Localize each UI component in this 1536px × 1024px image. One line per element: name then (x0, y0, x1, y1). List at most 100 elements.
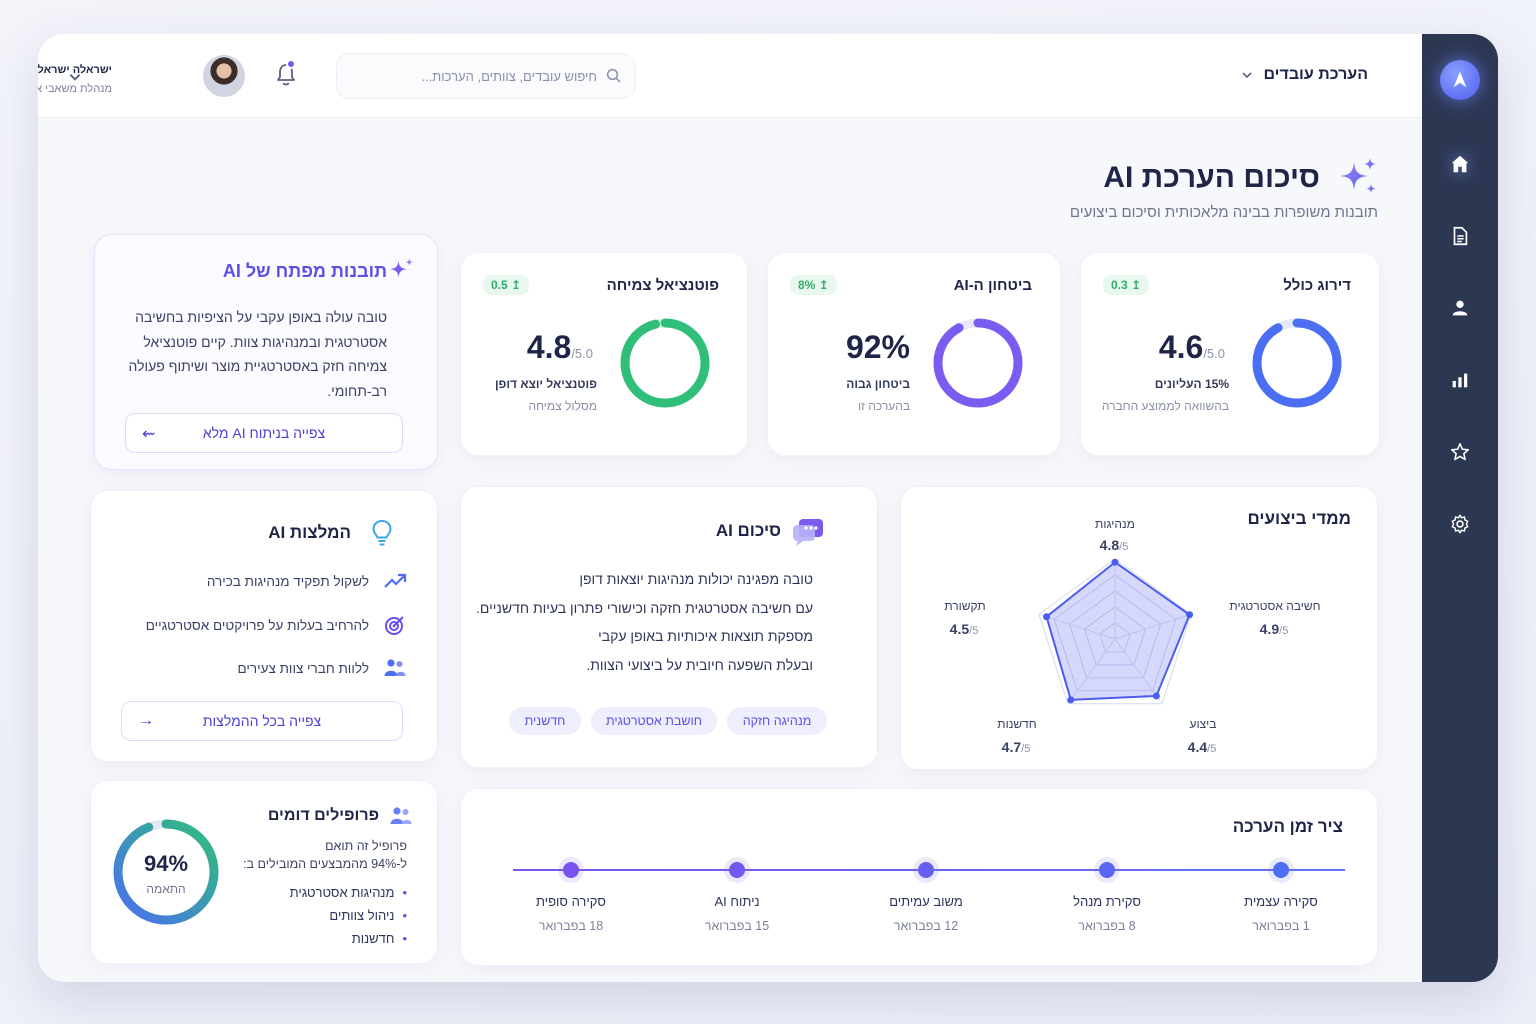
timeline-dot[interactable] (1273, 862, 1289, 878)
timeline-step-name: משוב עמיתים (889, 894, 963, 909)
radar-grid (1083, 606, 1147, 666)
timeline-step-date: 8 בפברואר (1078, 919, 1136, 933)
sidebar-item-home[interactable] (1438, 142, 1482, 186)
timeline-step-name: סקירת מנהל (1073, 894, 1141, 909)
summary-line: טובה מפגינה יכולות מנהיגות יוצאות דופן (579, 571, 813, 587)
tag-innovative[interactable]: חדשנית (509, 707, 581, 735)
timeline-title: ציר זמן הערכה (1232, 817, 1343, 836)
timeline-step-name: סקירה עצמית (1244, 894, 1318, 909)
arrow-icon: ⇜ (142, 426, 156, 443)
metric-label: ביטחון גבוה (846, 377, 910, 391)
list-item: מנהיגות אסטרטגית (290, 881, 407, 904)
radar-point (1111, 558, 1119, 566)
recommendation-item: ללוות חברי צוות צעירים (238, 657, 407, 679)
radar-dimension-value: 4.9/5 (1245, 621, 1305, 637)
ring-progress (620, 318, 710, 408)
radar-axis (1067, 638, 1116, 705)
user-icon (1452, 300, 1468, 316)
topbar: הערכת עובדים ישראלה ישראלי מנהלת משאבי א… (38, 34, 1422, 118)
page-subtitle: תובנות משופרות בבינה מלאכותית וסיכום ביצ… (1069, 204, 1378, 221)
module-selector[interactable]: הערכת עובדים (1241, 66, 1368, 84)
similar-profiles-title: פרופילים דומים (267, 807, 379, 824)
tag-strong-leader[interactable]: מנהיגה חזקה (727, 707, 827, 735)
radar-value-max: /5 (1119, 541, 1129, 553)
timeline-dot[interactable] (918, 862, 934, 878)
sidebar-item-reports[interactable] (1438, 358, 1482, 402)
users-icon (384, 659, 406, 676)
view-all-recommendations-button[interactable]: צפייה בכל ההמלצות → (121, 701, 403, 741)
module-title: הערכת עובדים (1263, 66, 1368, 83)
gear-icon (1451, 514, 1469, 534)
radar-dimension-label: ביצוע (1189, 717, 1217, 731)
sidebar-item-documents[interactable] (1438, 214, 1482, 258)
notifications-button[interactable] (274, 59, 298, 88)
sidebar-item-settings[interactable] (1438, 502, 1482, 546)
metric-note: בהערכה זו (857, 399, 910, 413)
radar-dimension-label: חשיבה אסטרטגית (1229, 599, 1321, 613)
tag-strategic-thinker[interactable]: חושבת אסטרטגית (591, 707, 717, 735)
timeline-step-name: סקירה סופית (536, 894, 606, 909)
metric-label: 15% העליונים (1154, 377, 1229, 391)
document-icon (1453, 226, 1468, 246)
radar-grid (1068, 590, 1162, 679)
home-icon (1451, 155, 1469, 173)
summary-line: עם חשיבה אסטרטגית חזקה וכישורי פתרון בעי… (476, 599, 813, 616)
recommendation-item: לשקול תפקיד מנהיגות בכירה (207, 571, 407, 591)
timeline-dot[interactable] (1099, 862, 1115, 878)
view-full-analysis-button[interactable]: צפייה בניתוח AI מלא ⇜ (125, 413, 403, 453)
radar-value-number: 4.4 (1187, 739, 1208, 755)
timeline-dot[interactable] (729, 862, 745, 878)
radar-axis (1114, 613, 1192, 640)
sidebar-item-employees[interactable] (1438, 286, 1482, 330)
metric-value-max: /5.0 (1203, 346, 1225, 361)
metric-ring (620, 318, 710, 408)
timeline-step-date: 12 בפברואר (893, 919, 959, 933)
radar-point (1186, 611, 1194, 619)
similar-profiles-card: פרופילים דומים פרופיל זה תואם ל-94% מהמב… (90, 780, 438, 964)
metric-value-number: 4.6 (1158, 329, 1204, 365)
similar-line-2: ל-94% מהמבצעים המובילים ב: (243, 857, 407, 871)
metric-title: דירוג כולל (1283, 277, 1351, 294)
avatar[interactable] (203, 55, 245, 97)
trend-badge: ↥ 8% (790, 275, 837, 295)
radar-dimension-label: מנהיגות (1095, 517, 1135, 531)
metric-label: פוטנציאל יוצא דופן (494, 377, 597, 391)
search-input[interactable] (349, 68, 597, 84)
arrow-right-icon: → (138, 712, 154, 729)
bar-chart-icon (1452, 373, 1468, 388)
metric-card: פוטנציאל צמיחה ↥ 0.5 4.8/5.0 פוטנציאל יו… (460, 252, 748, 456)
metric-note: בהשוואה לממוצע החברה (1101, 399, 1229, 413)
recommendation-text: ללוות חברי צוות צעירים (237, 660, 369, 676)
radar-grid (1099, 622, 1131, 653)
radar-point (1067, 696, 1075, 704)
user-menu-chevron-icon[interactable] (68, 70, 82, 84)
radar-grid (1038, 558, 1192, 705)
metric-card: ביטחון ה-AI ↥ 8% 92% ביטחון גבוה בהערכה … (767, 252, 1061, 456)
app-logo[interactable] (1440, 60, 1480, 100)
target-icon (385, 616, 404, 635)
radar-value-number: 4.5 (949, 621, 970, 637)
radar-grid (1053, 574, 1177, 692)
radar-dimension-value: 4.8/5 (1085, 537, 1145, 553)
trend-badge: ↥ 0.5 (483, 275, 530, 295)
metric-card: דירוג כולל ↥ 0.3 4.6/5.0 15% העליונים בה… (1080, 252, 1380, 456)
recommendation-item: להרחיב בעלות על פרויקטים אסטרטגיים (146, 613, 407, 637)
ai-summary-card: סיכום AI טובה מפגינה יכולות מנהיגות יוצא… (460, 486, 878, 768)
ring-progress (933, 318, 1023, 408)
view-all-recommendations-label: צפייה בכל ההמלצות (202, 713, 322, 729)
sidebar-item-favorites[interactable] (1438, 430, 1482, 474)
sidebar (1422, 34, 1498, 982)
similar-areas-list: מנהיגות אסטרטגית ניהול צוותים חדשנות (290, 881, 407, 950)
ai-insights-title: תובנות מפתח של AI (222, 261, 387, 281)
search-box (336, 53, 636, 99)
radar-axis (1114, 638, 1163, 705)
summary-line: מספקת תוצאות איכותיות באופן עקבי (598, 628, 813, 644)
user-name: ישראלה ישראלי (38, 64, 112, 76)
radar-value-number: 4.7 (1001, 739, 1022, 755)
ai-insights-card: תובנות מפתח של AI טובה עולה באופן עקבי ע… (94, 234, 438, 470)
ai-insights-text: טובה עולה באופן עקבי על הציפיות בחשיבה א… (128, 309, 388, 399)
radar-dimension-value: 4.4/5 (1173, 739, 1233, 755)
radar-value-number: 4.9 (1259, 621, 1280, 637)
chevron-down-icon (1242, 72, 1253, 79)
timeline-dot[interactable] (563, 862, 579, 878)
